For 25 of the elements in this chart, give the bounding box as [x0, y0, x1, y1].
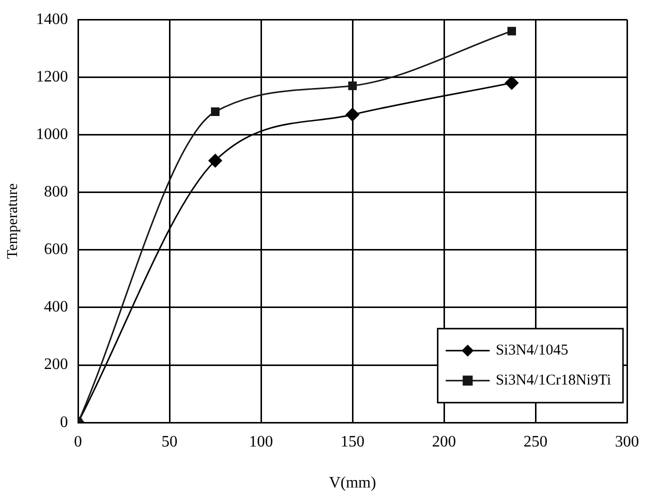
y-tick-label: 800: [44, 184, 68, 201]
legend-label: Si3N4/1Cr18Ni9Ti: [496, 372, 611, 389]
y-tick-label: 200: [44, 356, 68, 374]
point: [346, 108, 360, 122]
x-tick-label: 100: [249, 433, 273, 450]
legend-label: Si3N4/1045: [496, 342, 568, 359]
x-tick-label: 50: [162, 433, 178, 450]
y-tick-label: 0: [60, 414, 68, 431]
y-tick-label: 1000: [36, 126, 68, 143]
point: [348, 82, 357, 90]
point: [210, 107, 220, 116]
y-tick-label: 400: [44, 298, 68, 316]
point: [504, 76, 518, 90]
x-axis-title: V(mm): [328, 474, 376, 492]
y-tick-label: 600: [44, 241, 68, 258]
point: [507, 26, 516, 36]
x-tick-label: 300: [615, 433, 639, 450]
y-tick-label: 1200: [36, 68, 68, 86]
point: [208, 154, 222, 168]
y-tick-label: 1400: [36, 10, 68, 28]
x-tick-label: 0: [74, 433, 82, 450]
x-tick-label: 200: [432, 433, 456, 450]
x-tick-label: 250: [524, 433, 548, 450]
y-axis-title: Temperature: [4, 182, 21, 259]
x-tick-label: 150: [340, 433, 364, 450]
